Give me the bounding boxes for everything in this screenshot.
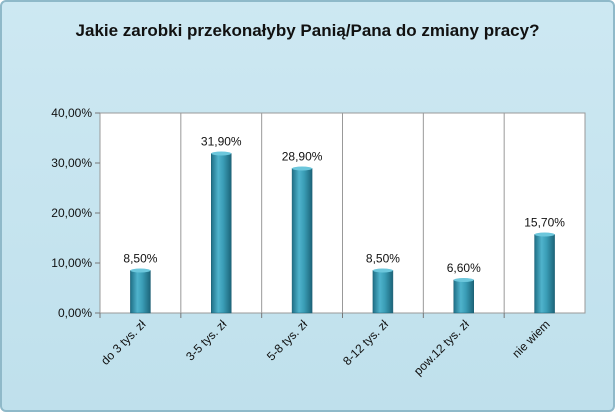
- y-tick-label: 0,00%: [58, 306, 92, 320]
- bar: [372, 270, 394, 314]
- bar: [211, 153, 232, 314]
- x-tick-label: 8-12 tys. zł: [340, 317, 391, 368]
- data-label: 6,60%: [447, 261, 481, 275]
- data-label: 31,90%: [201, 135, 242, 149]
- bar: [453, 279, 474, 314]
- x-tick-label: do 3 tys. zł: [98, 317, 149, 368]
- x-tick-label: 5-8 tys. zł: [264, 317, 310, 363]
- y-tick-label: 40,00%: [51, 106, 92, 120]
- data-label: 8,50%: [366, 252, 400, 266]
- bar: [130, 270, 151, 314]
- x-tick-label: 3-5 tys. zł: [183, 317, 229, 363]
- bar-top-highlight: [453, 278, 474, 282]
- bar: [534, 234, 555, 314]
- data-label: 8,50%: [123, 252, 157, 266]
- bar-top-highlight: [211, 151, 232, 156]
- data-label: 28,90%: [282, 150, 323, 164]
- chart-title: Jakie zarobki przekonałyby Panią/Pana do…: [75, 21, 540, 40]
- bar-top-highlight: [534, 232, 555, 237]
- x-tick-label: pow.12 tys. zł: [411, 317, 472, 378]
- y-tick-label: 30,00%: [51, 156, 92, 170]
- x-tick-label: nie wiem: [509, 317, 552, 360]
- bar-top-highlight: [130, 268, 151, 273]
- y-tick-label: 20,00%: [51, 206, 92, 220]
- bar: [291, 168, 313, 314]
- bar-top-highlight: [292, 166, 313, 171]
- bar-top-highlight: [372, 268, 393, 273]
- y-tick-label: 10,00%: [51, 256, 92, 270]
- data-label: 15,70%: [524, 216, 565, 230]
